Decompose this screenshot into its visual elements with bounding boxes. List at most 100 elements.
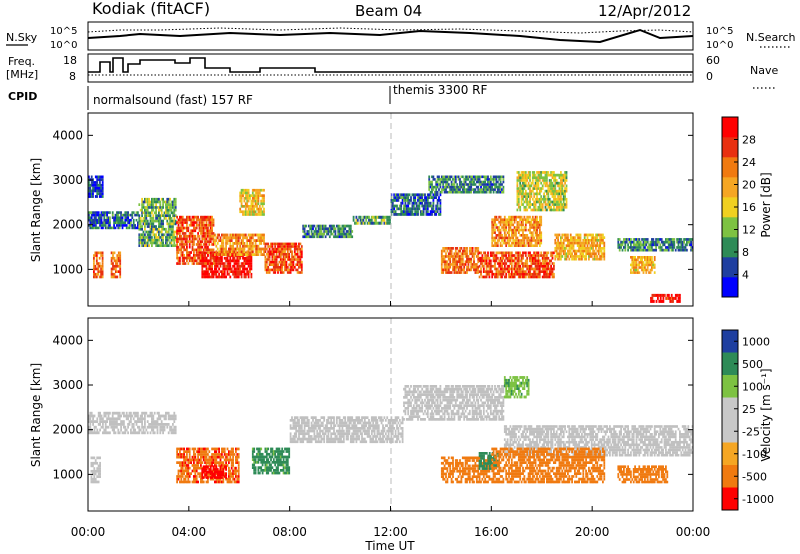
power-cell [179,256,181,260]
power-cell [524,205,527,209]
power-cell [533,239,536,242]
power-cell [141,244,143,247]
power-cell [328,224,331,228]
power-cell [603,255,606,258]
power-cell [221,270,223,273]
power-cell [681,240,684,244]
power-cell [586,241,589,245]
power-cell [540,171,543,174]
power-cell [553,171,555,174]
power-cell [450,180,453,184]
power-cell [295,263,298,266]
power-cell [513,234,516,237]
power-cell [509,226,512,229]
power-cell [428,188,431,191]
power-cell [466,183,468,186]
noise-tick-high-right: 10^5 [706,26,733,37]
power-cell [112,262,114,265]
power-cell [453,180,456,184]
power-cell [529,267,531,271]
power-cell [548,189,551,193]
power-cell [498,190,501,194]
power-cell [142,206,145,209]
power-cell [522,203,524,206]
power-cell [208,267,211,271]
power-cell [538,231,541,234]
power-cell [158,219,160,223]
power-cell [204,254,206,257]
power-cell [321,235,324,239]
power-cell [188,259,191,263]
power-cell [432,204,435,208]
power-cell [149,206,152,209]
power-cell [118,218,121,222]
power-cell [239,233,242,237]
power-cell [449,188,452,191]
power-cell [638,243,641,247]
power-cell [180,226,183,230]
power-cell [585,255,587,258]
power-cell [344,224,347,228]
power-cell [232,244,234,248]
power-cell [286,258,289,261]
power-cell [219,236,222,240]
power-cell [546,251,548,255]
power-cell [439,183,442,186]
power-cell [263,236,265,240]
power-cell [251,210,254,214]
power-cell [492,231,495,234]
ground-scatter-cell [107,414,110,418]
power-cell [512,223,515,227]
power-cell [226,272,229,276]
power-cell [496,218,499,221]
power-cell [522,267,524,271]
power-cell [159,236,162,239]
power-cell [475,268,478,272]
power-cell [233,233,236,237]
power-cell [95,267,98,271]
power-cell [99,221,101,225]
power-cell [536,192,538,196]
power-cell [454,252,457,256]
power-cell [89,216,92,219]
power-cell [229,262,232,265]
power-cell [232,242,234,245]
power-cell [309,227,312,231]
power-cell [467,268,470,272]
power-cell [432,196,435,199]
power-cell [495,185,498,189]
power-cell [272,250,275,253]
power-cell [513,256,516,260]
power-cell [148,230,150,234]
power-cell [208,237,211,241]
power-cell [300,263,303,266]
power-cell [523,173,526,177]
power-cell [524,264,527,268]
power-cell [167,222,170,226]
power-cell [517,197,520,201]
power-cell [548,203,551,206]
power-cell [512,272,515,276]
power-cell [250,264,253,268]
power-cell [463,180,466,184]
power-cell [555,203,558,206]
power-cell [151,206,153,209]
power-cell [115,267,117,271]
power-cell [94,254,97,257]
power-cell [520,171,523,174]
power-cell [204,243,206,246]
power-cell [480,190,482,194]
power-cell [463,185,466,189]
power-cell [557,189,559,193]
power-cell [646,266,649,269]
power-cell [543,195,545,198]
power-cell [93,224,96,227]
power-cell [593,255,596,258]
power-cell [313,224,316,228]
power-cell [516,192,519,196]
power-cell [93,211,96,214]
power-cell [471,255,474,258]
power-cell [211,264,213,268]
power-cell [488,267,491,271]
power-cell [561,189,564,193]
